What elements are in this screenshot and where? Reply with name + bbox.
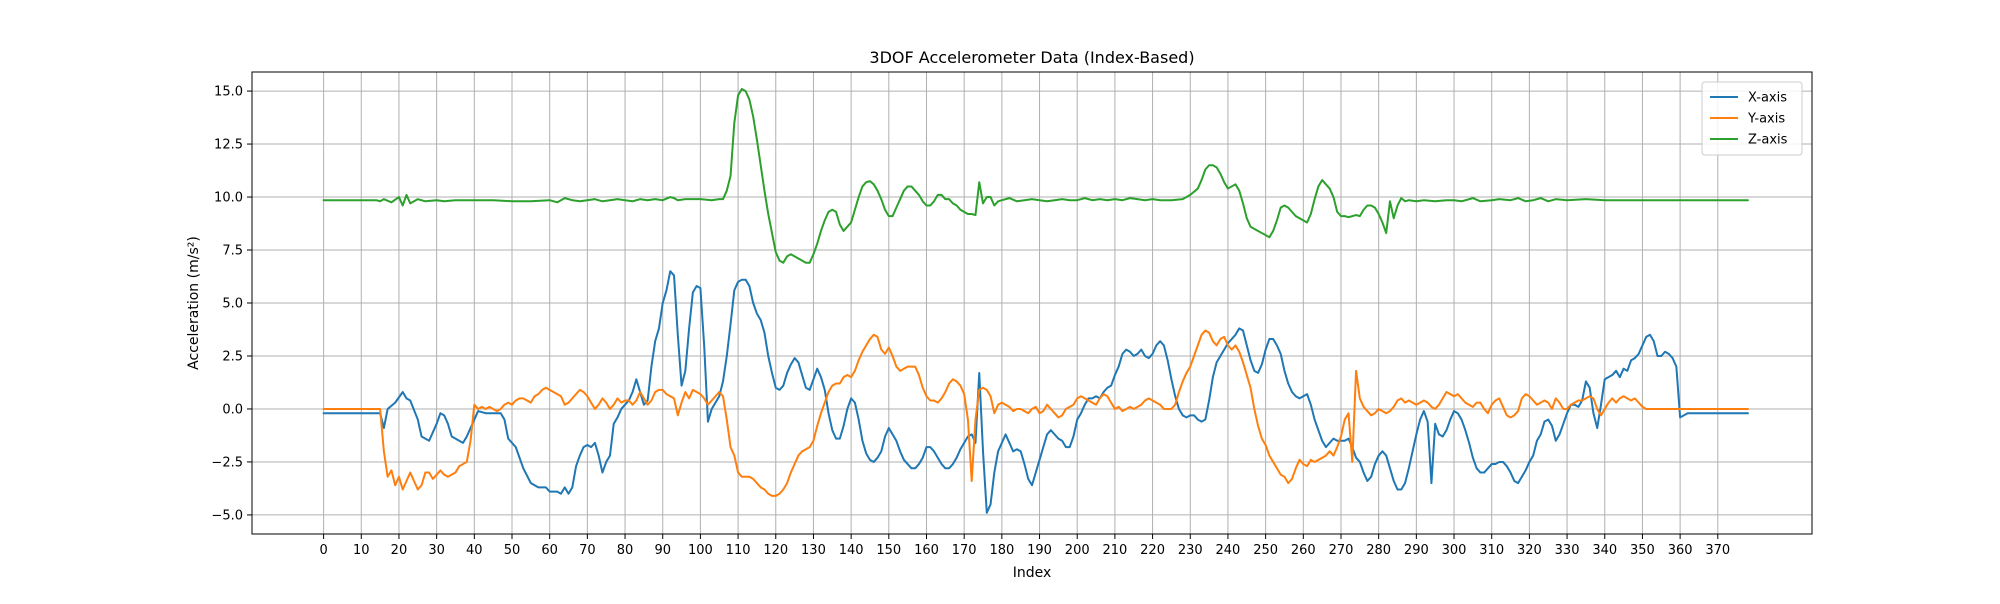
legend-box <box>1701 81 1803 156</box>
x-tick-label: 30 <box>428 543 445 558</box>
grid-lines <box>252 72 1812 534</box>
x-tick-label: 170 <box>952 543 977 558</box>
x-axis-label: Index <box>1013 565 1052 581</box>
legend-label: X-axis <box>1748 91 1787 106</box>
x-tick-label: 190 <box>1027 543 1052 558</box>
series-line-x-axis <box>322 270 1749 514</box>
x-tick-label: 140 <box>839 543 864 558</box>
legend-label: Y-axis <box>1747 112 1785 127</box>
y-tick-label: 0.0 <box>222 402 243 417</box>
x-tick-label: 130 <box>801 543 826 558</box>
chart-title: 3DOF Accelerometer Data (Index-Based) <box>869 48 1194 67</box>
series-lines <box>322 87 1749 514</box>
x-tick-label: 250 <box>1253 543 1278 558</box>
x-tick-label: 40 <box>466 543 483 558</box>
y-tick-label: 7.5 <box>222 244 243 259</box>
x-tick-label: 350 <box>1630 543 1655 558</box>
y-tick-label: 15.0 <box>214 85 243 100</box>
y-tick-label: 5.0 <box>222 297 243 312</box>
x-tick-label: 330 <box>1555 543 1580 558</box>
x-tick-label: 360 <box>1668 543 1693 558</box>
y-tick-label: −5.0 <box>211 508 243 523</box>
x-tick-label: 160 <box>914 543 939 558</box>
x-tick-label: 70 <box>579 543 596 558</box>
x-tick-label: 10 <box>353 543 370 558</box>
x-tick-label: 370 <box>1705 543 1730 558</box>
x-tick-label: 340 <box>1592 543 1617 558</box>
x-tick-label: 200 <box>1065 543 1090 558</box>
x-tick-label: 290 <box>1404 543 1429 558</box>
x-tick-label: 300 <box>1442 543 1467 558</box>
x-tick-label: 180 <box>989 543 1014 558</box>
x-tick-label: 230 <box>1178 543 1203 558</box>
legend: X-axis Y-axis Z-axis <box>1701 81 1803 156</box>
series-line-y-axis <box>322 329 1749 497</box>
x-tick-label: 210 <box>1102 543 1127 558</box>
x-tick-label: 50 <box>504 543 521 558</box>
x-tick-label: 0 <box>319 543 327 558</box>
x-tick-label: 280 <box>1366 543 1391 558</box>
x-tick-label: 320 <box>1517 543 1542 558</box>
x-tick-label: 60 <box>541 543 558 558</box>
y-axis-label: Acceleration (m/s²) <box>186 236 202 370</box>
x-tick-label: 100 <box>688 543 713 558</box>
y-tick-label: 10.0 <box>214 191 243 206</box>
y-tick-label: 2.5 <box>222 349 243 364</box>
y-tick-label: 12.5 <box>214 138 243 153</box>
y-axis: −5.0 −2.5 0.0 2.5 5.0 7.5 10.0 12.5 15.0 <box>211 85 252 523</box>
x-tick-label: 110 <box>726 543 751 558</box>
x-tick-label: 80 <box>617 543 634 558</box>
x-tick-label: 270 <box>1329 543 1354 558</box>
x-tick-label: 240 <box>1216 543 1241 558</box>
x-tick-label: 260 <box>1291 543 1316 558</box>
x-tick-label: 120 <box>763 543 788 558</box>
x-tick-label: 310 <box>1479 543 1504 558</box>
x-tick-label: 20 <box>391 543 408 558</box>
x-axis: 0 10 20 30 40 50 60 70 80 90 100 110 120 130 140 150 160… <box>319 534 1730 558</box>
y-tick-label: −2.5 <box>211 455 243 470</box>
series-line-z-axis <box>322 87 1749 264</box>
x-tick-label: 150 <box>876 543 901 558</box>
x-tick-label: 220 <box>1140 543 1165 558</box>
x-tick-label: 90 <box>654 543 671 558</box>
legend-label: Z-axis <box>1748 133 1788 148</box>
